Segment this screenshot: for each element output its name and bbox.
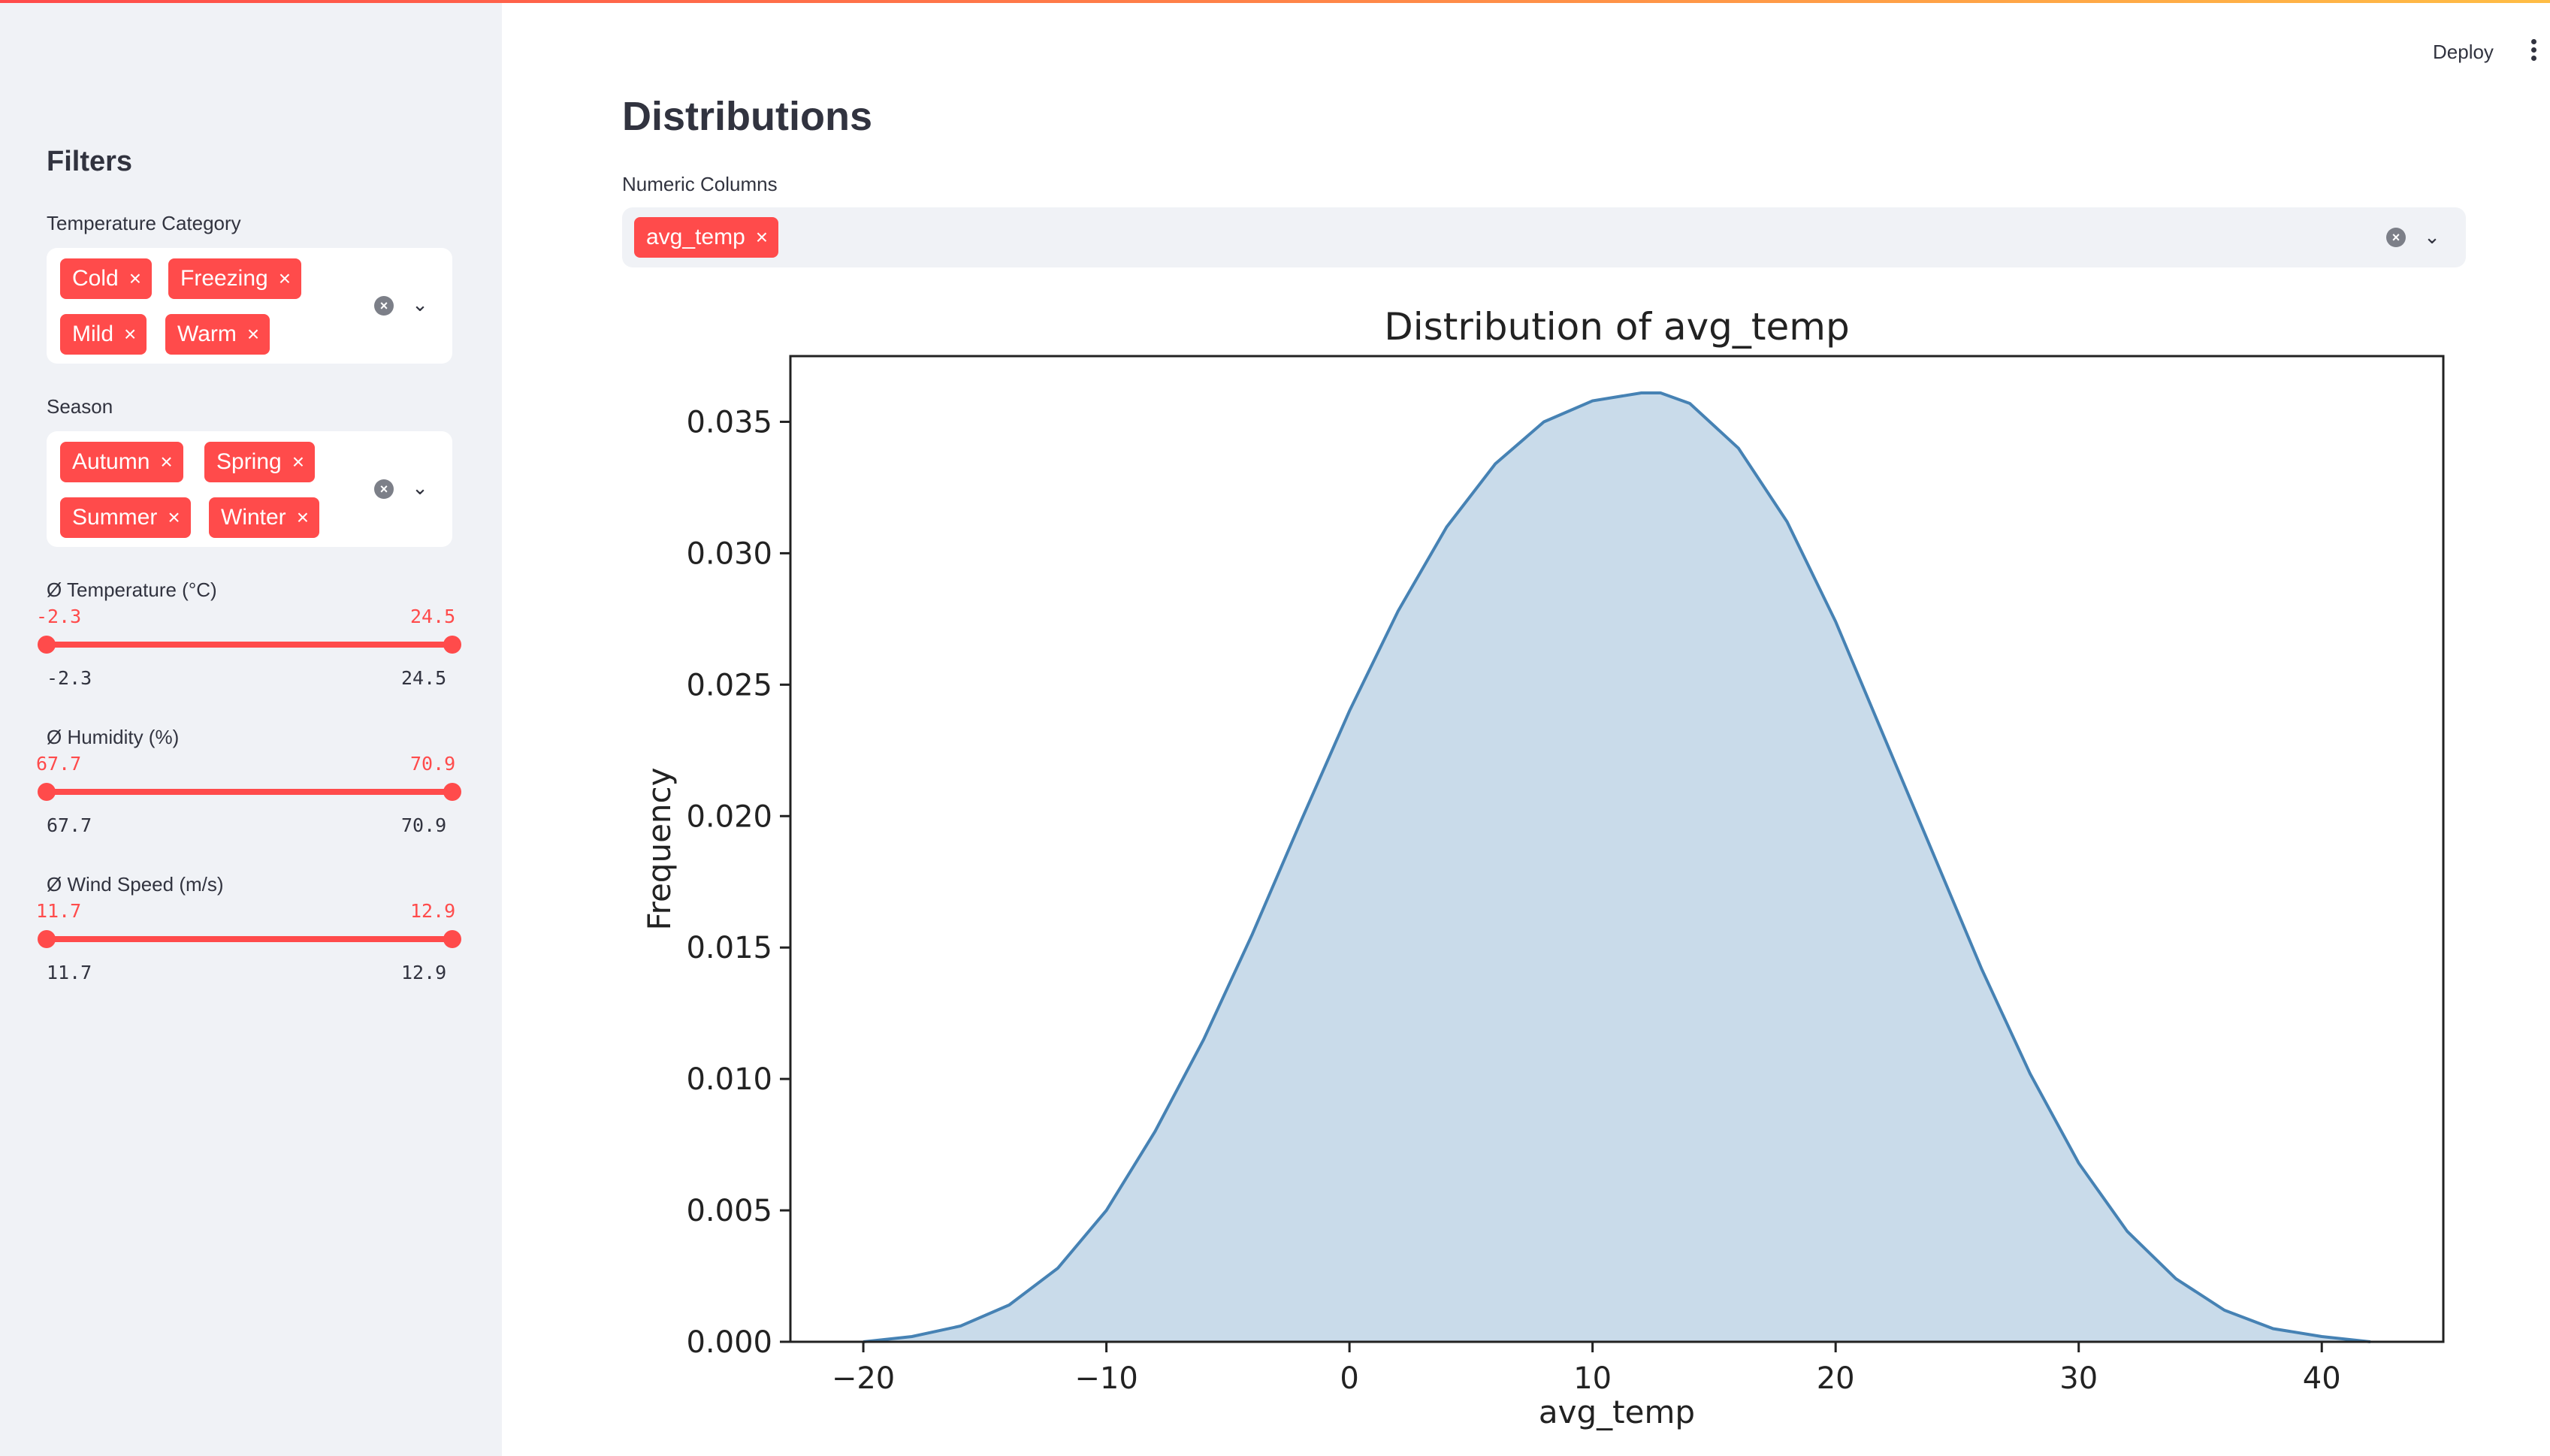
tag-cold[interactable]: Cold × <box>60 258 153 299</box>
temperature-category-multiselect[interactable]: Cold × Freezing × Mild × Warm × × ⌄ <box>47 248 452 364</box>
humidity-slider-label: Ø Humidity (%) <box>47 726 180 748</box>
season-multiselect[interactable]: Autumn × Spring × Summer × Winter × × ⌄ <box>47 431 452 547</box>
temperature-slider-low-thumb[interactable] <box>38 636 56 654</box>
x-tick-label: −20 <box>832 1361 895 1396</box>
clear-icon[interactable]: × <box>374 296 394 316</box>
tag-freezing[interactable]: Freezing × <box>168 258 302 299</box>
tag-remove-icon[interactable]: × <box>278 267 292 290</box>
temperature-category-label: Temperature Category <box>47 212 241 234</box>
y-tick-label: 0.030 <box>686 536 772 571</box>
wind-speed-slider-label: Ø Wind Speed (m/s) <box>47 873 224 896</box>
x-tick-label: 30 <box>2059 1361 2098 1396</box>
temperature-slider-label: Ø Temperature (°C) <box>47 578 217 601</box>
tag-mild[interactable]: Mild × <box>60 314 147 355</box>
wind-speed-slider-track[interactable] <box>47 936 452 942</box>
numeric-columns-label: Numeric Columns <box>622 173 778 195</box>
season-label: Season <box>47 395 113 418</box>
chevron-down-icon[interactable]: ⌄ <box>412 476 428 499</box>
y-axis-label: Frequency <box>641 768 678 931</box>
distribution-chart: −20 −10 0 10 20 30 40 0.000 0.005 0.010 0.015 0.020… <box>641 305 2445 1430</box>
tag-remove-icon[interactable]: × <box>296 506 310 529</box>
humidity-slider-track[interactable] <box>47 789 452 795</box>
humidity-min-label: 67.7 <box>47 814 92 836</box>
y-tick-label: 0.000 <box>686 1325 772 1360</box>
tag-remove-icon[interactable]: × <box>292 450 305 473</box>
wind-speed-max-label: 12.9 <box>401 962 447 983</box>
tag-remove-icon[interactable]: × <box>128 267 142 290</box>
x-axis-label: avg_temp <box>1539 1394 1695 1430</box>
page-title: Distributions <box>622 94 872 139</box>
tag-avg-temp[interactable]: avg_temp × <box>634 217 779 258</box>
y-tick-label: 0.015 <box>686 931 772 965</box>
x-tick-label: 20 <box>1817 1361 1855 1396</box>
y-tick-label: 0.025 <box>686 668 772 702</box>
x-tick-label: 40 <box>2303 1361 2341 1396</box>
plot-frame <box>789 355 2445 1343</box>
temperature-high-value: 24.5 <box>410 606 456 627</box>
wind-speed-low-value: 11.7 <box>36 900 82 922</box>
temperature-slider-high-thumb[interactable] <box>443 636 461 654</box>
deploy-button[interactable]: Deploy <box>2433 41 2494 63</box>
y-tick-label: 0.035 <box>686 405 772 440</box>
chart-title: Distribution of avg_temp <box>1384 305 1849 349</box>
wind-speed-min-label: 11.7 <box>47 962 92 983</box>
humidity-high-value: 70.9 <box>410 753 456 775</box>
humidity-slider-low-thumb[interactable] <box>38 783 56 801</box>
tag-winter[interactable]: Winter × <box>209 497 320 538</box>
tag-remove-icon[interactable]: × <box>124 322 137 346</box>
tag-warm[interactable]: Warm × <box>165 314 270 355</box>
wind-speed-slider-high-thumb[interactable] <box>443 930 461 948</box>
numeric-columns-multiselect[interactable]: avg_temp × × ⌄ <box>622 207 2466 267</box>
temperature-max-label: 24.5 <box>401 667 447 689</box>
x-tick-label: −10 <box>1074 1361 1138 1396</box>
humidity-slider-high-thumb[interactable] <box>443 783 461 801</box>
kde-line <box>863 391 2371 1343</box>
y-tick-label: 0.010 <box>686 1062 772 1097</box>
temperature-slider-track[interactable] <box>47 642 452 648</box>
more-vertical-icon[interactable] <box>2527 38 2539 65</box>
clear-icon[interactable]: × <box>374 479 394 499</box>
clear-icon[interactable]: × <box>2386 228 2406 247</box>
sidebar: Filters Temperature Category Cold × Freez… <box>0 3 502 1456</box>
tag-remove-icon[interactable]: × <box>160 450 173 473</box>
temperature-min-label: -2.3 <box>47 667 92 689</box>
humidity-max-label: 70.9 <box>401 814 447 836</box>
chevron-down-icon[interactable]: ⌄ <box>2424 225 2440 248</box>
kde-fill-area <box>863 393 2370 1342</box>
y-tick-label: 0.020 <box>686 799 772 834</box>
tag-spring[interactable]: Spring × <box>204 442 316 482</box>
wind-speed-high-value: 12.9 <box>410 900 456 922</box>
tag-remove-icon[interactable]: × <box>246 322 260 346</box>
y-tick-label: 0.005 <box>686 1194 772 1228</box>
temperature-low-value: -2.3 <box>36 606 82 627</box>
sidebar-title: Filters <box>47 146 133 177</box>
x-tick-label: 0 <box>1340 1361 1358 1396</box>
tag-remove-icon[interactable]: × <box>168 506 180 529</box>
top-decoration-bar <box>0 0 2550 3</box>
tag-summer[interactable]: Summer × <box>60 497 191 538</box>
chevron-down-icon[interactable]: ⌄ <box>412 293 428 316</box>
wind-speed-slider-low-thumb[interactable] <box>38 930 56 948</box>
tag-autumn[interactable]: Autumn × <box>60 442 183 482</box>
x-tick-label: 10 <box>1573 1361 1612 1396</box>
tag-remove-icon[interactable]: × <box>755 225 769 249</box>
humidity-low-value: 67.7 <box>36 753 82 775</box>
